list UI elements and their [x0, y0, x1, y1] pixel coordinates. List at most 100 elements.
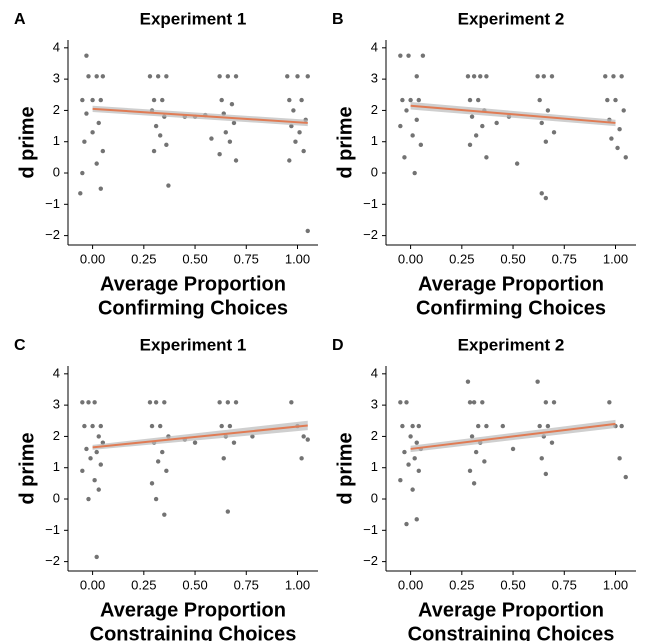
data-point [289, 400, 294, 405]
data-point [404, 521, 409, 527]
x-tick-label: 0.25 [131, 577, 156, 592]
y-axis-label: d prime [334, 106, 356, 178]
data-point [478, 74, 483, 79]
data-point [100, 74, 106, 79]
data-point [166, 183, 171, 188]
data-point [98, 97, 103, 103]
trend-line [92, 424, 308, 449]
y-tick-label: 3 [371, 397, 378, 412]
x-axis-label: Average Proportion [418, 273, 604, 295]
data-point [476, 97, 481, 103]
data-point [94, 161, 99, 166]
data-point [480, 123, 485, 129]
data-point [514, 161, 520, 166]
y-tick-label: 1 [53, 133, 60, 148]
data-point [551, 400, 557, 405]
y-tick-label: −2 [45, 553, 60, 568]
x-tick-label: 0.25 [449, 251, 474, 266]
y-tick-label: 3 [53, 71, 60, 86]
data-point [465, 379, 471, 384]
data-point [297, 130, 302, 135]
panel-title: Experiment 2 [458, 9, 565, 28]
data-point [400, 423, 405, 429]
data-point [94, 74, 99, 79]
data-point [416, 97, 421, 103]
trend-line [410, 422, 616, 450]
data-point [551, 130, 557, 135]
data-point [164, 74, 169, 79]
data-point [484, 74, 489, 79]
data-point [217, 400, 222, 405]
data-point [617, 126, 622, 132]
data-point [233, 74, 239, 79]
y-tick-label: −1 [363, 196, 378, 211]
x-tick-label: 0.00 [398, 251, 423, 266]
panel-label: C [14, 337, 26, 354]
data-point [78, 191, 83, 196]
data-point [467, 97, 473, 103]
x-tick-label: 0.00 [80, 251, 105, 266]
data-point [412, 456, 417, 461]
data-point [299, 456, 304, 461]
y-axis-label: d prime [16, 106, 38, 178]
data-point [98, 186, 103, 191]
data-point [225, 400, 231, 405]
data-point [162, 400, 167, 405]
data-point [301, 434, 306, 439]
data-point [418, 142, 424, 148]
x-tick-label: 0.75 [234, 251, 259, 266]
y-tick-label: 4 [371, 365, 378, 380]
data-point [147, 400, 153, 405]
x-tick-label: 0.25 [131, 251, 156, 266]
data-point [305, 74, 310, 79]
data-point [607, 400, 612, 405]
panel-title: Experiment 1 [140, 9, 247, 28]
x-tick-label: 0.50 [500, 577, 525, 592]
data-point [537, 97, 542, 103]
x-tick-label: 1.00 [603, 577, 628, 592]
data-point [549, 74, 555, 79]
data-point [158, 133, 163, 138]
data-point [480, 400, 485, 405]
data-point [80, 170, 85, 176]
data-point [471, 74, 477, 79]
data-point [305, 437, 310, 442]
y-tick-label: −2 [363, 227, 378, 242]
data-point [539, 191, 544, 196]
data-point [416, 423, 421, 429]
data-point [398, 478, 403, 483]
data-point [400, 97, 405, 103]
x-axis-label: Confirming Choices [98, 297, 288, 319]
data-point [416, 468, 421, 474]
data-point [98, 423, 103, 429]
confidence-band [92, 420, 308, 450]
data-point [100, 148, 106, 154]
data-point [408, 434, 413, 439]
y-tick-label: −1 [363, 522, 378, 537]
data-point [84, 111, 89, 116]
data-point [155, 459, 161, 464]
data-point [543, 471, 549, 477]
data-point [153, 400, 159, 405]
x-tick-label: 0.00 [80, 577, 105, 592]
data-point [147, 74, 153, 79]
panel-label: B [332, 11, 344, 28]
data-point [229, 101, 235, 107]
data-point [160, 97, 165, 103]
data-point [86, 496, 91, 502]
data-point [535, 379, 540, 384]
data-point [221, 456, 226, 461]
data-point [621, 108, 626, 113]
y-tick-label: 0 [371, 164, 378, 179]
data-point [96, 434, 101, 439]
data-point [94, 554, 99, 560]
data-point [539, 456, 544, 461]
x-tick-label: 1.00 [285, 251, 310, 266]
data-point [613, 97, 618, 103]
x-tick-label: 0.75 [234, 577, 259, 592]
data-point [473, 133, 479, 138]
data-point [535, 74, 540, 79]
data-point [84, 53, 89, 58]
data-point [96, 487, 101, 492]
